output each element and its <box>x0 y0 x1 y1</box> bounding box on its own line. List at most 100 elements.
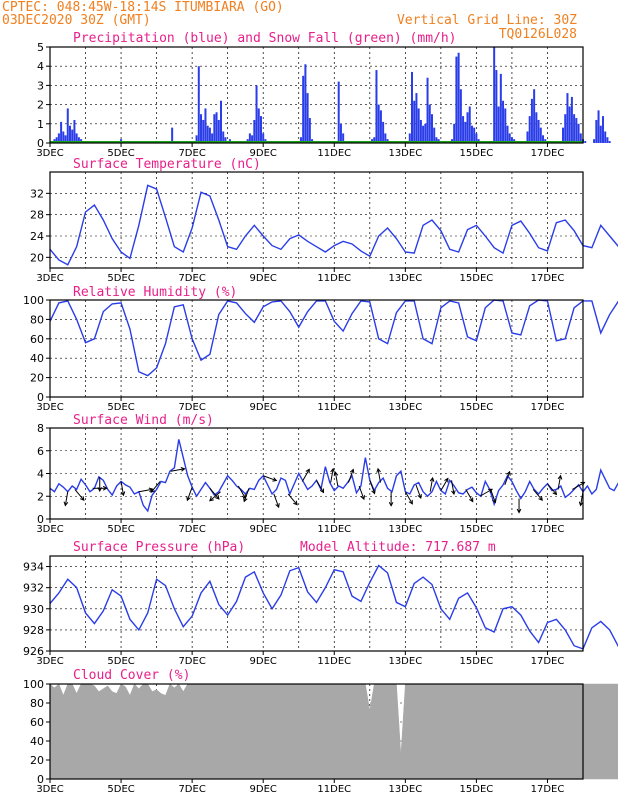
wind-arrow <box>451 480 455 495</box>
header-location: CPTEC: 048:45W-18:14S ITUMBIARA (GO) <box>2 0 284 15</box>
wind-arrow <box>429 477 434 492</box>
precip-bar <box>457 52 460 144</box>
wind-arrow <box>334 472 339 487</box>
header-date: 03DEC2020 30Z (GMT) <box>2 13 151 28</box>
x-tick-label: 11DEC <box>317 148 351 159</box>
precip-bar <box>255 85 258 143</box>
precip-bar <box>504 108 507 143</box>
precip-bar <box>604 131 607 143</box>
precip-bar <box>510 137 513 143</box>
x-tick-label: 3DEC <box>36 656 63 667</box>
wind-arrow <box>465 489 474 502</box>
x-tick-label: 15DEC <box>460 656 494 667</box>
precip-bar <box>464 121 467 143</box>
y-tick-label: 20 <box>30 251 44 264</box>
series-line <box>49 184 618 266</box>
x-tick-label: 5DEC <box>107 656 134 667</box>
y-tick-label: 0 <box>37 513 44 526</box>
precip-bar <box>526 131 529 143</box>
precip-bar <box>459 89 462 143</box>
wind-arrow <box>377 468 381 483</box>
precip-bar <box>62 131 65 143</box>
x-tick-label: 13DEC <box>388 784 422 795</box>
x-tick-label: 15DEC <box>460 784 494 795</box>
precip-bar <box>408 133 411 143</box>
wind-arrow-head <box>376 467 381 473</box>
header: CPTEC: 048:45W-18:14S ITUMBIARA (GO) 03D… <box>2 0 577 42</box>
y-tick-label: 20 <box>30 372 44 385</box>
panel-3: Relative Humidity (%) 0 20 40 60 80 100 3DEC 5DE… <box>23 285 618 413</box>
panel-5: Surface Pressure (hPa) Model Altitude: 71… <box>23 540 618 667</box>
x-tick-label: 11DEC <box>317 273 351 284</box>
panel-2: Surface Temperature (nC) 20 24 28 32 3DEC 5DEC… <box>30 157 618 284</box>
precip-bar <box>579 133 582 143</box>
precip-bar <box>453 123 456 143</box>
wind-arrow-head <box>538 496 543 501</box>
precip-bar <box>495 70 498 143</box>
wind-arrow-head <box>120 491 126 497</box>
wind-arrow <box>358 485 365 500</box>
y-tick-label: 20 <box>30 754 44 767</box>
precip-bar <box>171 127 174 143</box>
x-tick-label: 7DEC <box>178 656 205 667</box>
x-tick-label: 9DEC <box>250 524 277 535</box>
precip-bar <box>308 118 311 143</box>
precip-bar <box>564 114 567 143</box>
wind-arrow-head <box>180 467 186 472</box>
precip-bar <box>597 110 600 143</box>
precip-bar <box>211 133 214 143</box>
y-tick-label: 0 <box>37 391 44 404</box>
precip-bar <box>73 119 76 143</box>
x-tick-label: 17DEC <box>531 402 565 413</box>
series-line <box>49 299 618 377</box>
precip-bar <box>468 106 471 143</box>
wind-arrow-head <box>305 468 310 474</box>
precip-bar <box>537 119 540 143</box>
wind-arrow-head <box>330 467 335 473</box>
wind-arrow <box>209 487 220 500</box>
wind-arrow-head <box>293 500 298 506</box>
precip-bar <box>248 133 251 143</box>
wind-arrow <box>138 488 153 493</box>
precip-bar <box>257 108 260 143</box>
precip-bar <box>493 47 496 143</box>
precip-bar <box>430 114 433 143</box>
wind-arrow-head <box>417 494 422 500</box>
precip-bar <box>251 135 254 143</box>
wind-arrow <box>64 491 69 506</box>
y-tick-label: 40 <box>30 735 44 748</box>
precip-bar <box>68 125 71 143</box>
precip-bar <box>66 108 69 143</box>
precip-bar <box>60 121 63 143</box>
precip-bar <box>64 135 67 143</box>
precip-bar <box>577 123 580 143</box>
panel-frame <box>49 171 584 269</box>
precip-bar <box>422 125 425 143</box>
y-tick-label: 928 <box>23 624 44 637</box>
x-tick-label: 9DEC <box>250 656 277 667</box>
x-tick-label: 7DEC <box>178 784 205 795</box>
wind-arrow-head <box>148 487 154 493</box>
y-tick-label: 6 <box>37 445 44 458</box>
precip-bar <box>415 93 418 143</box>
wind-arrow <box>120 481 124 496</box>
wind-arrow-head <box>552 490 558 496</box>
panel-frame <box>49 555 584 652</box>
y-tick-label: 932 <box>23 582 44 595</box>
precip-bar <box>55 137 58 143</box>
panel-4: Surface Wind (m/s) 0 2 4 6 8 3DEC 5DEC 7DEC 9DEC 1… <box>36 413 618 535</box>
y-tick-label: 32 <box>30 187 44 200</box>
y-tick-label: 0 <box>37 137 44 150</box>
precip-bar <box>200 114 203 143</box>
x-tick-label: 7DEC <box>178 524 205 535</box>
precip-bar <box>77 137 80 143</box>
wind-arrow <box>404 491 413 505</box>
wind-arrow-head <box>444 477 449 483</box>
precip-bar <box>433 127 436 143</box>
precip-bar <box>417 108 420 143</box>
x-tick-label: 3DEC <box>36 784 63 795</box>
wind-arrow-head <box>209 496 214 502</box>
x-tick-label: 13DEC <box>388 273 422 284</box>
x-tick-label: 9DEC <box>250 148 277 159</box>
